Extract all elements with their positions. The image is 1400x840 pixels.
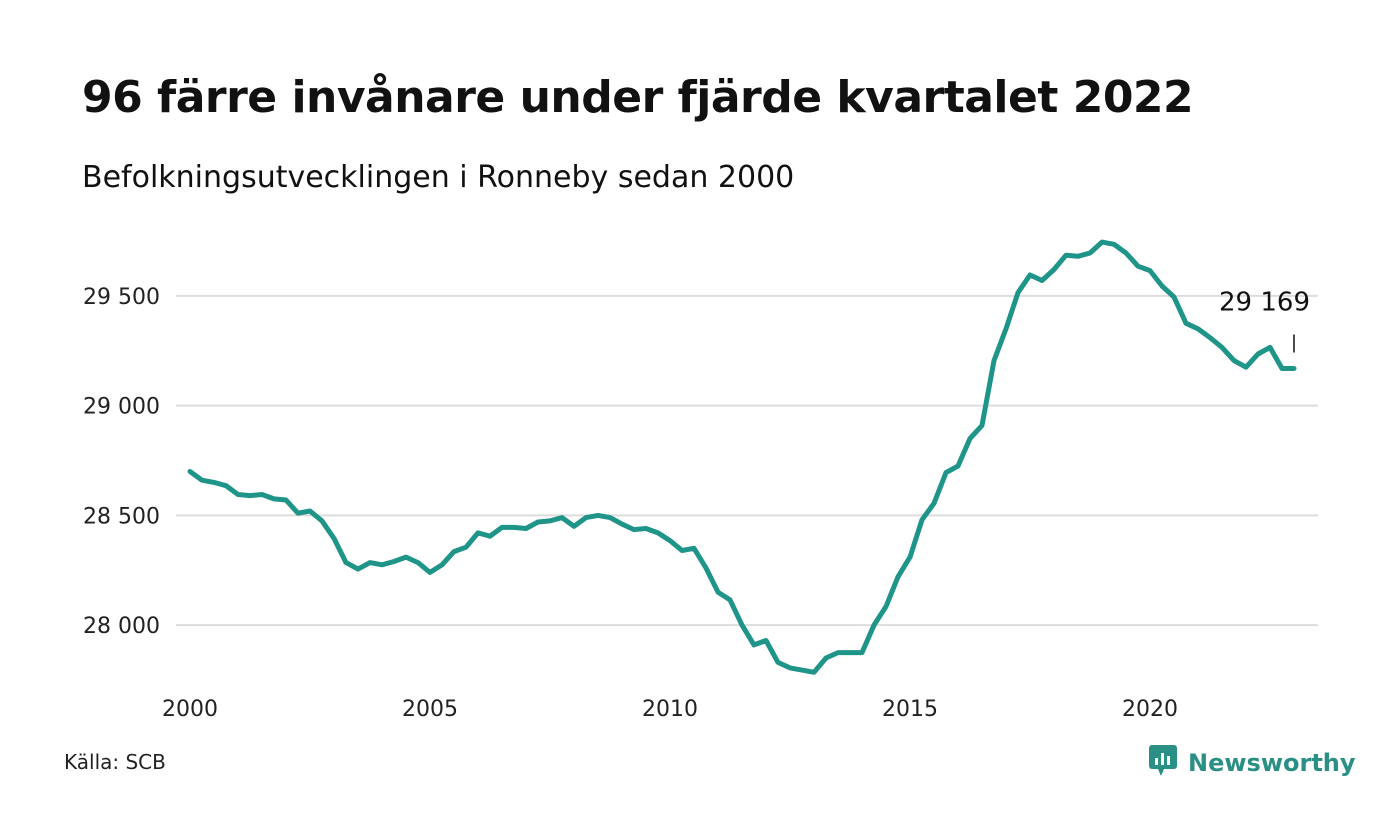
chart-subtitle: Befolkningsutvecklingen i Ronneby sedan … (82, 160, 795, 195)
y-axis-ticks: 28 000 28 500 29 000 29 500 (83, 285, 160, 639)
x-tick-label: 2005 (402, 697, 458, 722)
y-tick-label: 28 000 (83, 614, 160, 639)
gridlines (176, 294, 1318, 627)
brand-logo: Newsworthy (1148, 744, 1356, 782)
x-tick-label: 2015 (882, 697, 938, 722)
x-tick-label: 2000 (162, 697, 218, 722)
brand-name: Newsworthy (1188, 749, 1356, 777)
x-axis-ticks: 2000 2005 2010 2015 2020 (162, 697, 1178, 722)
y-tick-label: 29 500 (83, 285, 160, 310)
y-tick-label: 28 500 (83, 504, 160, 529)
source-note: Källa: SCB (64, 750, 166, 774)
x-tick-label: 2010 (642, 697, 698, 722)
chart-title: 96 färre invånare under fjärde kvartalet… (82, 72, 1194, 123)
bar-chart-speech-bubble-icon (1148, 744, 1178, 782)
x-tick-label: 2020 (1122, 697, 1178, 722)
y-tick-label: 29 000 (83, 395, 160, 420)
population-line (187, 239, 1297, 675)
end-value-label: 29 169 (1219, 288, 1310, 318)
